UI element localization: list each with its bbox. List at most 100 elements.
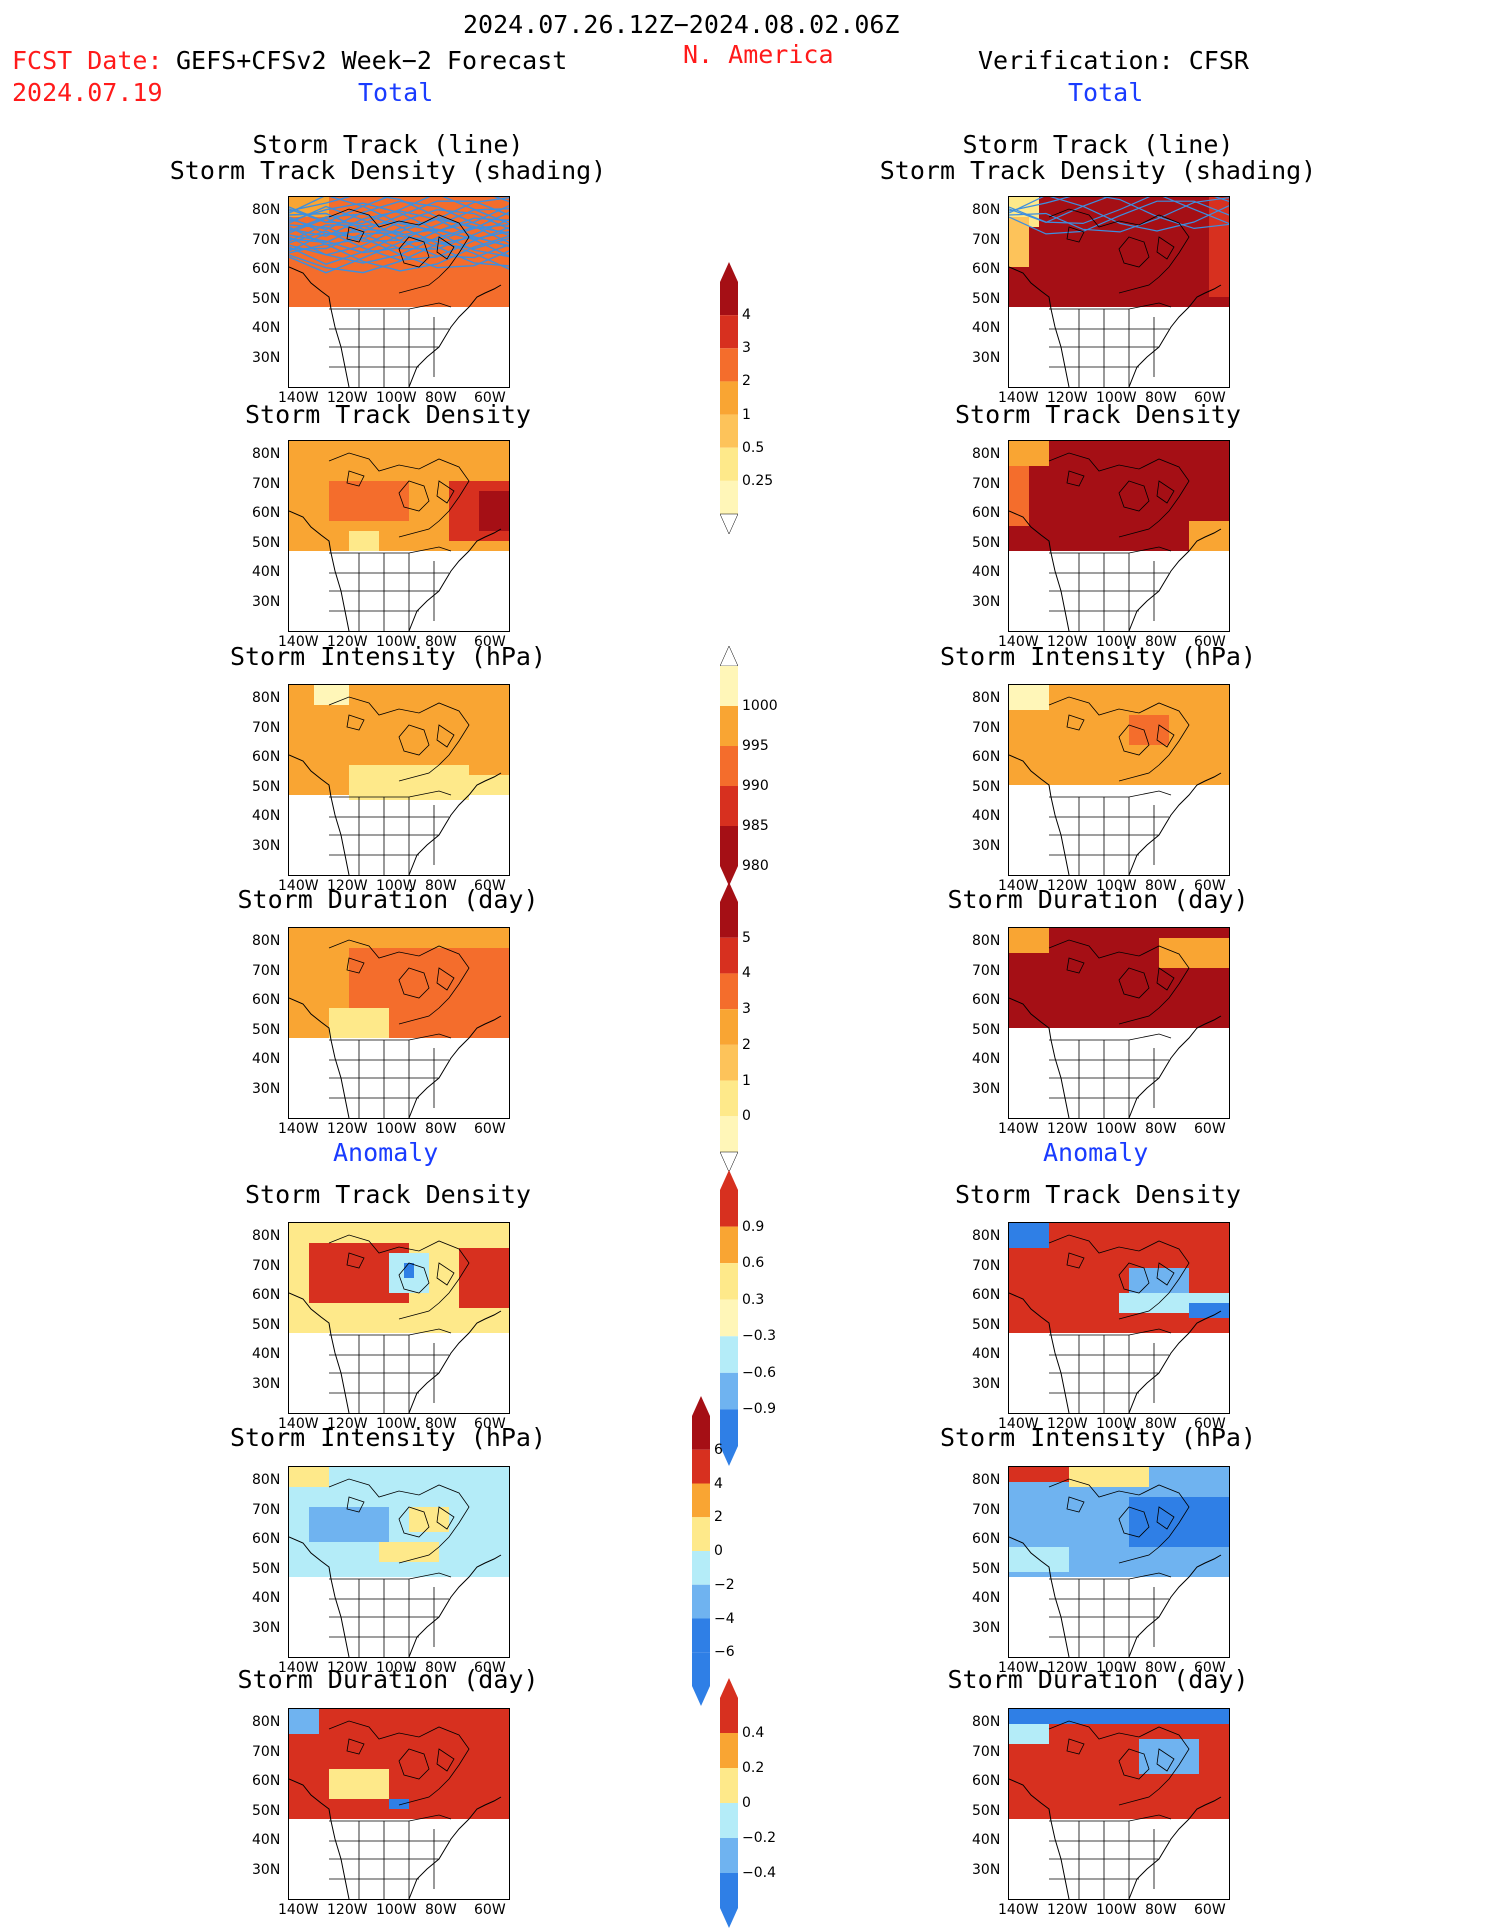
lat-label: 30N (972, 837, 1001, 854)
lat-label: 70N (252, 231, 281, 248)
lon-label: 140W (278, 1902, 319, 1918)
lon-label: 140W (998, 634, 1039, 650)
lon-label: 80W (425, 634, 457, 650)
colorbar-tick-label: 0.3 (742, 1291, 765, 1308)
lon-label: 80W (1145, 1416, 1177, 1432)
lat-label: 80N (972, 933, 1001, 949)
colorbar-tick-label: 0.4 (742, 1725, 765, 1741)
lat-label: 60N (972, 749, 1001, 765)
map-duration-anomaly-verification (1008, 1708, 1230, 1900)
lon-label: 140W (998, 1121, 1039, 1137)
lon-label: 120W (1047, 634, 1088, 650)
lat-label: 40N (252, 1590, 281, 1606)
map-intensity-anomaly-verification (1008, 1466, 1230, 1658)
lon-label: 60W (474, 1121, 506, 1137)
lon-label: 80W (1145, 390, 1177, 406)
lon-label: 80W (1145, 1121, 1177, 1137)
title-duration-anom-right: Storm Duration (day) (947, 1665, 1249, 1694)
map-density-anomaly-verification (1008, 1222, 1230, 1414)
lat-label: 50N (252, 534, 281, 551)
colorbar-intensity-total (719, 645, 739, 890)
colorbar-tick-label: 0 (714, 1543, 723, 1559)
lon-label: 120W (327, 634, 368, 650)
title-intensity-right: Storm Intensity (hPa) (939, 642, 1257, 671)
lat-label: 70N (252, 1743, 281, 1760)
colorbar-tick-label: 1 (742, 1072, 751, 1089)
lon-label: 120W (1047, 1416, 1088, 1432)
lon-label: 140W (998, 390, 1039, 406)
lat-label: 70N (972, 719, 1001, 736)
lat-label: 40N (252, 1832, 281, 1848)
lat-label: 50N (252, 1316, 281, 1333)
colorbar-tick-label: 0.25 (742, 472, 774, 489)
lon-label: 80W (425, 390, 457, 406)
lon-label: 140W (998, 878, 1039, 894)
colorbar-intensity-anomaly (692, 1396, 710, 1710)
lon-label: 80W (1145, 878, 1177, 894)
colorbar-tick-label: 2 (742, 1036, 751, 1053)
lon-label: 140W (278, 634, 319, 650)
lon-label: 120W (327, 1660, 368, 1676)
lat-label: 50N (252, 1021, 281, 1038)
lat-label: 60N (972, 1287, 1001, 1303)
lat-label: 70N (252, 1501, 281, 1518)
lat-label: 50N (972, 1316, 1001, 1333)
lon-label: 60W (1194, 1416, 1226, 1432)
lon-label: 80W (425, 1660, 457, 1676)
lat-label: 60N (252, 261, 281, 277)
map-intensity-anomaly-forecast (288, 1466, 510, 1658)
colorbar-tick-label: −0.6 (742, 1364, 776, 1381)
lon-label: 80W (425, 1416, 457, 1432)
lon-label: 140W (278, 1660, 319, 1676)
section-anomaly-left: Anomaly (333, 1138, 439, 1167)
colorbar-tick-label: 2 (714, 1509, 723, 1526)
lat-label: 50N (972, 534, 1001, 551)
lon-label: 140W (278, 390, 319, 406)
lat-label: 70N (972, 962, 1001, 979)
lat-label: 30N (972, 1080, 1001, 1097)
title-density-left: Storm Track Density (245, 400, 531, 429)
lat-label: 50N (972, 1802, 1001, 1819)
lon-label: 140W (998, 1902, 1039, 1918)
lat-label: 40N (252, 564, 281, 580)
colorbar-tick-label: 985 (742, 818, 769, 834)
colorbar-tick-label: 5 (742, 929, 751, 946)
lon-label: 140W (278, 878, 319, 894)
colorbar-tick-label: 1 (742, 406, 751, 423)
colorbar-tick-label: 0.6 (742, 1255, 765, 1272)
lat-label: 80N (972, 1714, 1001, 1730)
colorbar-tick-label: −4 (714, 1610, 735, 1627)
lat-label: 50N (252, 778, 281, 795)
lon-label: 120W (327, 878, 368, 894)
map-duration-verification (1008, 927, 1230, 1119)
section-anomaly-right: Anomaly (1043, 1138, 1149, 1167)
lat-label: 70N (972, 231, 1001, 248)
title-track-shading-left: Storm Track Density (shading) (169, 156, 607, 185)
lon-label: 100W (376, 634, 417, 650)
lat-label: 40N (972, 808, 1001, 824)
lat-label: 30N (972, 1619, 1001, 1636)
lon-label: 80W (1145, 1660, 1177, 1676)
map-density-verification (1008, 440, 1230, 632)
lat-label: 40N (972, 320, 1001, 336)
lat-label: 60N (972, 992, 1001, 1008)
lon-label: 140W (278, 1416, 319, 1432)
lat-label: 40N (972, 1832, 1001, 1848)
lat-label: 40N (252, 1051, 281, 1067)
lon-label: 100W (376, 1121, 417, 1137)
colorbar-tick-label: 0.2 (742, 1760, 765, 1776)
colorbar-tick-label: 1000 (742, 698, 778, 714)
lat-label: 30N (252, 1619, 281, 1636)
map-duration-forecast (288, 927, 510, 1119)
lon-label: 100W (1096, 1121, 1137, 1137)
title-intensity-left: Storm Intensity (hPa) (229, 642, 547, 671)
colorbar-tick-label: 3 (742, 340, 751, 357)
colorbar-tick-label: −0.3 (742, 1328, 776, 1345)
map-intensity-forecast (288, 684, 510, 876)
lat-label: 40N (252, 320, 281, 336)
colorbar-density-anomaly (720, 1170, 738, 1470)
lat-label: 70N (252, 475, 281, 492)
lat-label: 60N (252, 505, 281, 521)
lat-label: 60N (972, 1773, 1001, 1789)
lat-label: 30N (252, 837, 281, 854)
